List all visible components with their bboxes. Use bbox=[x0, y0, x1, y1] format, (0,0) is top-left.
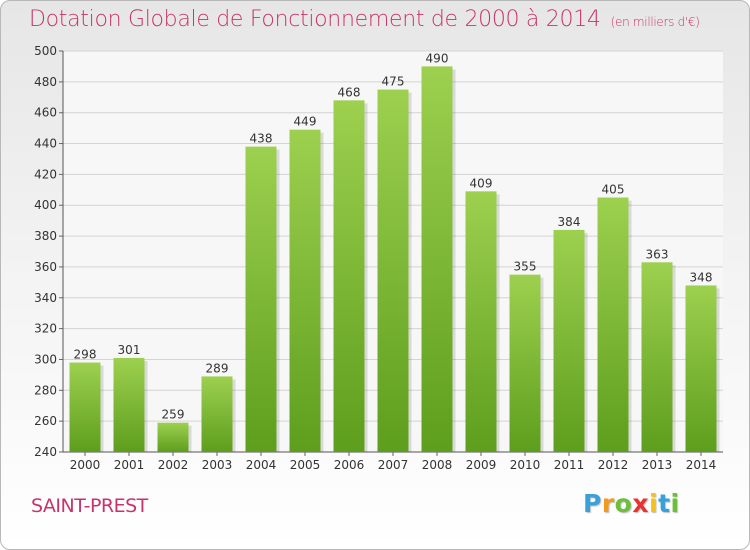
x-tick-label: 2008 bbox=[422, 458, 453, 472]
logo-letter: r bbox=[601, 489, 615, 518]
x-tick-label: 2013 bbox=[642, 458, 673, 472]
bar bbox=[377, 89, 409, 453]
bar bbox=[69, 362, 101, 452]
x-tick-label: 2005 bbox=[290, 458, 321, 472]
bar bbox=[509, 274, 541, 452]
bar bbox=[201, 376, 233, 452]
bar bbox=[113, 357, 145, 452]
logo-letter: x bbox=[632, 489, 649, 518]
x-tick-label: 2010 bbox=[510, 458, 541, 472]
data-label: 298 bbox=[74, 348, 97, 362]
y-tick-label: 360 bbox=[34, 260, 57, 274]
bar bbox=[289, 129, 321, 452]
data-label: 363 bbox=[646, 247, 669, 261]
data-label: 409 bbox=[470, 176, 493, 190]
y-tick-label: 340 bbox=[34, 291, 57, 305]
logo-letter: P bbox=[583, 489, 602, 518]
data-label: 405 bbox=[602, 183, 625, 197]
x-tick-label: 2001 bbox=[114, 458, 145, 472]
y-tick-label: 240 bbox=[34, 445, 57, 459]
x-tick-label: 2003 bbox=[202, 458, 233, 472]
y-tick-label: 400 bbox=[34, 198, 57, 212]
x-tick-label: 2012 bbox=[598, 458, 629, 472]
logo-letter: o bbox=[614, 489, 633, 518]
x-tick-label: 2000 bbox=[70, 458, 101, 472]
y-tick-label: 260 bbox=[34, 414, 57, 428]
bar bbox=[421, 66, 453, 452]
y-tick-label: 460 bbox=[34, 106, 57, 120]
chart-subtitle: (en milliers d'€) bbox=[610, 15, 700, 29]
data-label: 468 bbox=[338, 85, 361, 99]
bar bbox=[157, 422, 189, 452]
chart-title: Dotation Globale de Fonctionnement de 20… bbox=[29, 7, 700, 32]
proxiti-logo: Proxiti bbox=[583, 489, 680, 518]
x-tick-label: 2009 bbox=[466, 458, 497, 472]
y-tick-label: 300 bbox=[34, 352, 57, 366]
logo-letter: i bbox=[649, 489, 659, 518]
data-label: 348 bbox=[690, 270, 713, 284]
bar bbox=[553, 229, 585, 452]
logo-letter: t bbox=[658, 489, 671, 518]
x-tick-label: 2011 bbox=[554, 458, 585, 472]
data-label: 490 bbox=[426, 51, 449, 65]
x-tick-label: 2004 bbox=[246, 458, 277, 472]
bar bbox=[465, 191, 497, 452]
bar bbox=[333, 100, 365, 452]
y-tick-label: 480 bbox=[34, 75, 57, 89]
y-tick-label: 320 bbox=[34, 322, 57, 336]
bar bbox=[641, 262, 673, 452]
chart-title-text: Dotation Globale de Fonctionnement de 20… bbox=[29, 7, 601, 32]
x-tick-label: 2006 bbox=[334, 458, 365, 472]
logo-letter: i bbox=[670, 489, 680, 518]
data-label: 259 bbox=[162, 408, 185, 422]
y-tick-label: 500 bbox=[34, 44, 57, 58]
data-label: 289 bbox=[206, 361, 229, 375]
y-tick-label: 380 bbox=[34, 229, 57, 243]
y-tick-label: 440 bbox=[34, 137, 57, 151]
bar bbox=[685, 285, 717, 452]
bar bbox=[597, 197, 629, 452]
commune-name: SAINT-PREST bbox=[31, 495, 148, 517]
x-tick-label: 2014 bbox=[686, 458, 717, 472]
data-label: 438 bbox=[250, 132, 273, 146]
x-tick-label: 2007 bbox=[378, 458, 409, 472]
data-label: 355 bbox=[514, 260, 537, 274]
data-label: 301 bbox=[118, 343, 141, 357]
y-tick-label: 420 bbox=[34, 167, 57, 181]
x-tick-label: 2002 bbox=[158, 458, 189, 472]
data-label: 475 bbox=[382, 75, 405, 89]
y-tick-label: 280 bbox=[34, 383, 57, 397]
data-label: 384 bbox=[558, 215, 581, 229]
data-label: 449 bbox=[294, 115, 317, 129]
bar bbox=[245, 146, 277, 452]
